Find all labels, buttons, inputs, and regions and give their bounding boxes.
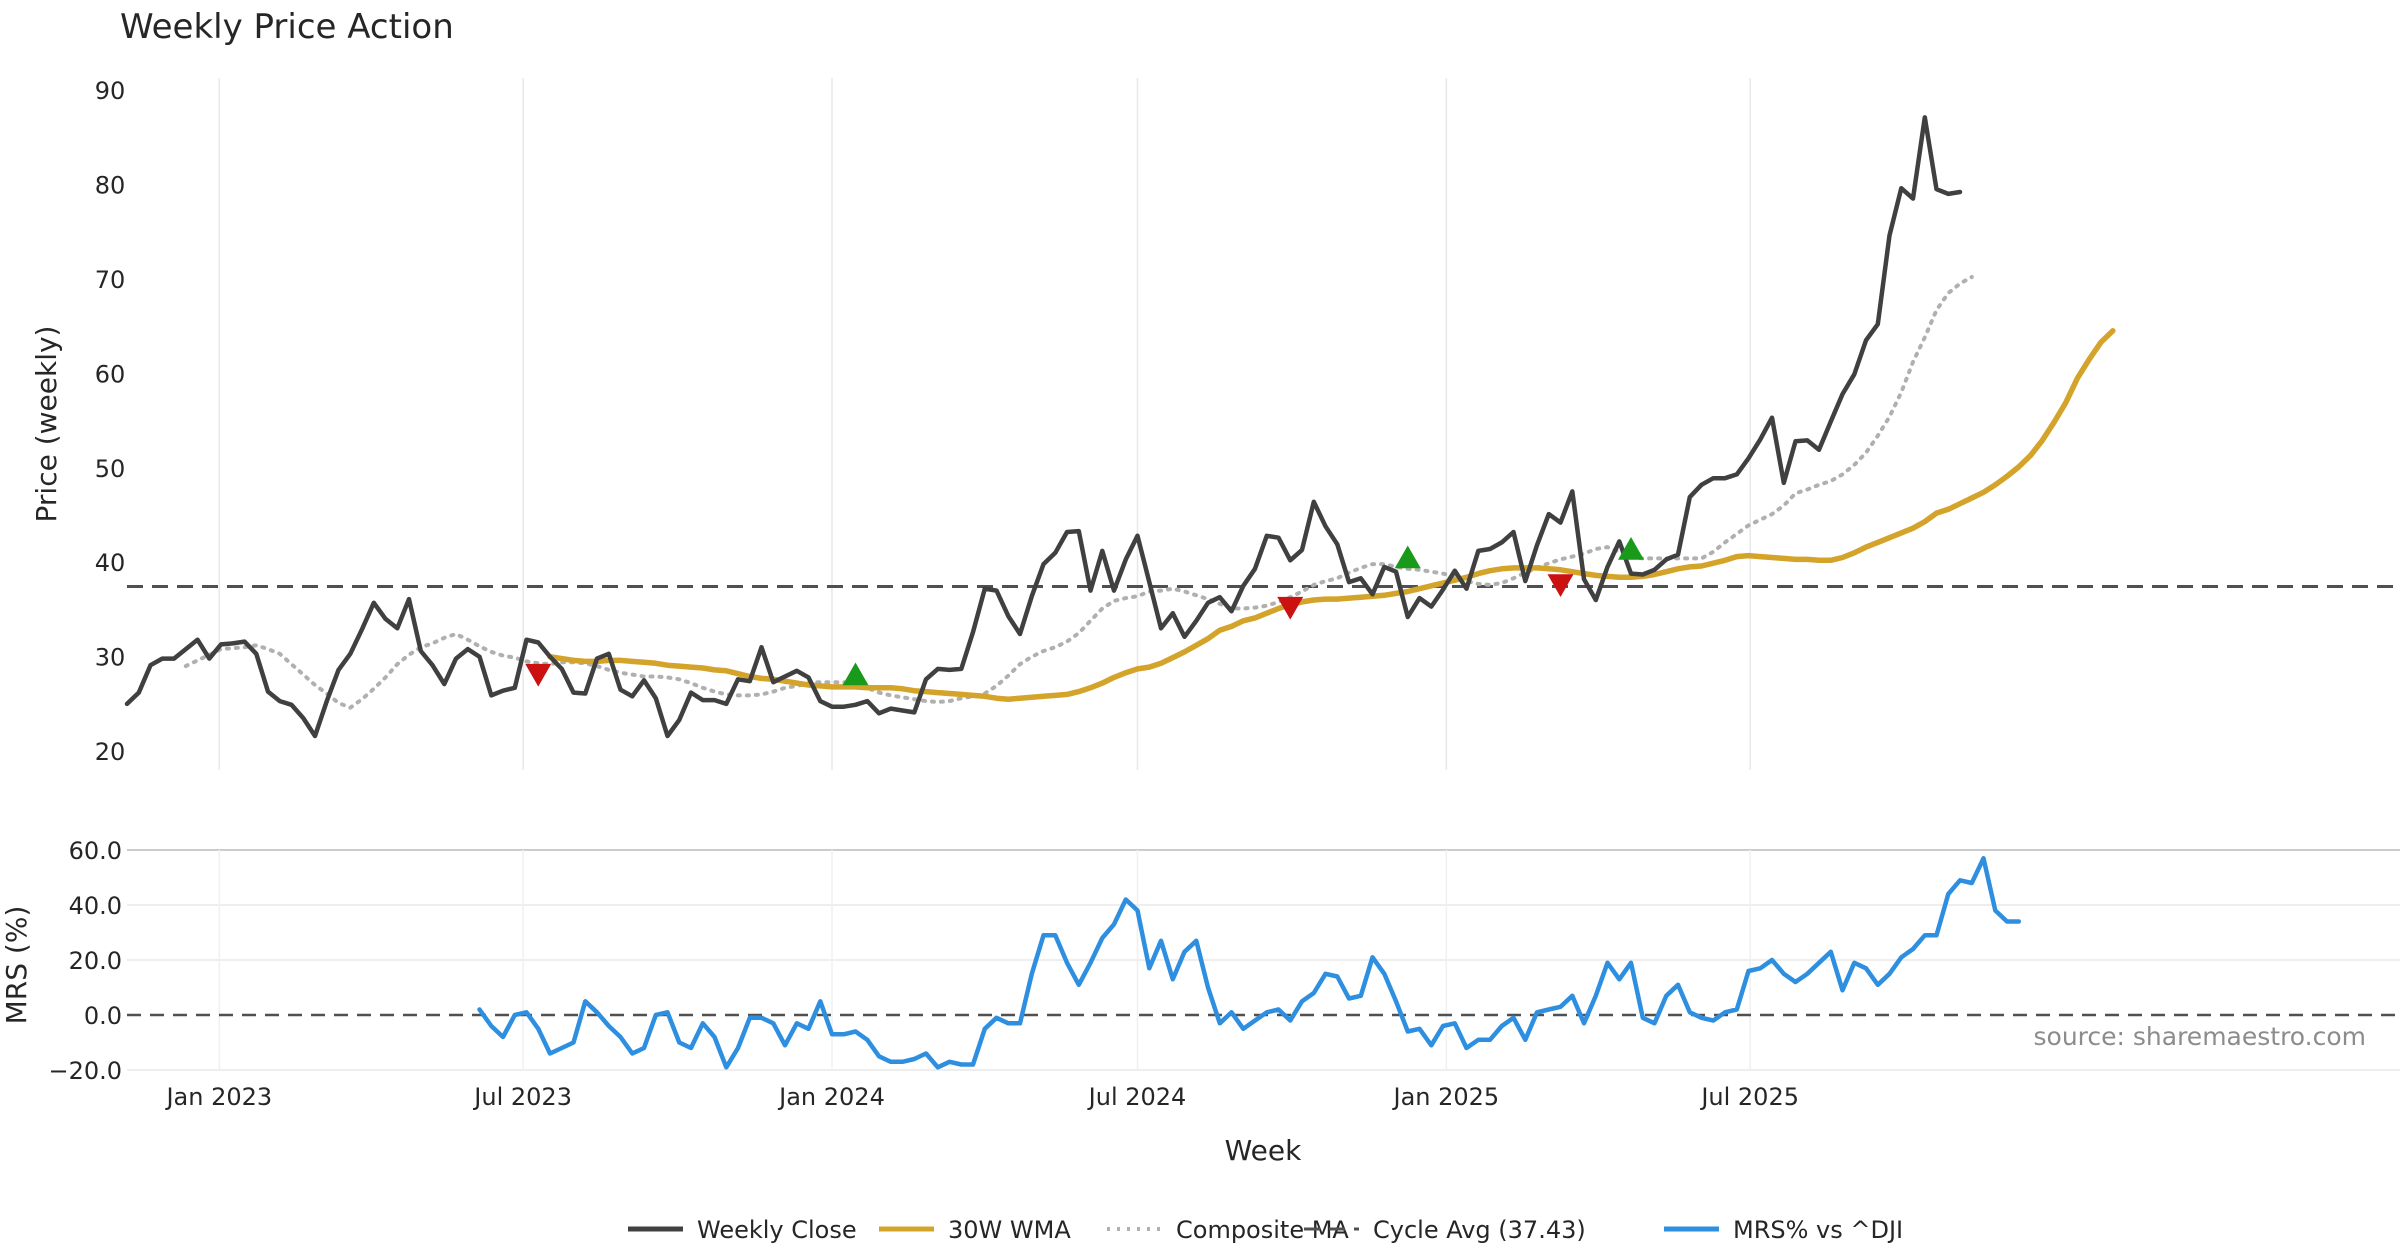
- composite-ma-line: [183, 275, 1974, 710]
- mrs-y-tick-label: −20.0: [48, 1057, 122, 1085]
- price-y-tick-label: 50: [95, 455, 126, 483]
- sell-signal-marker: [525, 663, 552, 687]
- price-y-ticks: 20 30 40 50 60 70 80 90: [95, 77, 126, 766]
- chart-title: Weekly Price Action: [120, 7, 454, 47]
- buy-signal-marker: [842, 662, 869, 686]
- wma-30w-line: [547, 328, 2116, 702]
- x-tick-label: Jul 2023: [472, 1083, 572, 1111]
- x-tick-label: Jan 2024: [777, 1083, 885, 1111]
- buy-signal-marker: [1394, 545, 1421, 569]
- mrs-y-ticks: −20.0 0.0 20.0 40.0 60.0: [48, 837, 122, 1085]
- price-y-tick-label: 40: [95, 549, 126, 577]
- price-y-tick-label: 70: [95, 266, 126, 294]
- mrs-y-tick-label: 40.0: [69, 892, 122, 920]
- price-panel: 20 30 40 50 60 70 80 90 Price (weekly): [30, 77, 2400, 770]
- legend-label-wma: 30W WMA: [948, 1216, 1071, 1244]
- mrs-y-tick-label: 20.0: [69, 947, 122, 975]
- mrs-y-tick-label: 0.0: [84, 1002, 122, 1030]
- x-axis-title: Week: [1225, 1134, 1302, 1167]
- x-axis-ticks: Jan 2023 Jul 2023 Jan 2024 Jul 2024 Jan 2025…: [164, 1083, 1799, 1111]
- signal-markers: [525, 536, 1644, 687]
- legend: Weekly Close 30W WMA Composite MA Cycle Avg…: [628, 1216, 1903, 1244]
- price-y-tick-label: 60: [95, 360, 126, 388]
- x-tick-label: Jul 2025: [1699, 1083, 1799, 1111]
- x-tick-label: Jan 2025: [1392, 1083, 1500, 1111]
- mrs-line: [477, 856, 2022, 1070]
- legend-label-close: Weekly Close: [697, 1216, 857, 1244]
- legend-label-cycle: Cycle Avg (37.43): [1373, 1216, 1586, 1244]
- price-y-tick-label: 20: [95, 738, 126, 766]
- legend-label-mrs: MRS% vs ^DJI: [1733, 1216, 1903, 1244]
- weekly-close-line: [124, 115, 1963, 739]
- price-grid: [218, 78, 1751, 770]
- buy-signal-marker: [1618, 536, 1644, 560]
- mrs-panel: −20.0 0.0 20.0 40.0 60.0 MRS (%) source: sha…: [0, 837, 2400, 1085]
- mrs-y-tick-label: 60.0: [69, 837, 122, 865]
- sell-signal-marker: [1547, 574, 1574, 597]
- price-y-tick-label: 80: [95, 171, 126, 199]
- x-tick-label: Jul 2024: [1087, 1083, 1187, 1111]
- price-y-tick-label: 30: [95, 644, 126, 672]
- mrs-grid: [127, 849, 2400, 1071]
- mrs-y-axis-title: MRS (%): [0, 906, 33, 1025]
- price-y-axis-title: Price (weekly): [30, 326, 63, 523]
- legend-label-composite: Composite MA: [1176, 1216, 1349, 1244]
- x-tick-label: Jan 2023: [164, 1083, 272, 1111]
- sell-signal-marker: [1277, 596, 1304, 620]
- price-y-tick-label: 90: [95, 77, 126, 105]
- source-note: source: sharemaestro.com: [2034, 1022, 2367, 1051]
